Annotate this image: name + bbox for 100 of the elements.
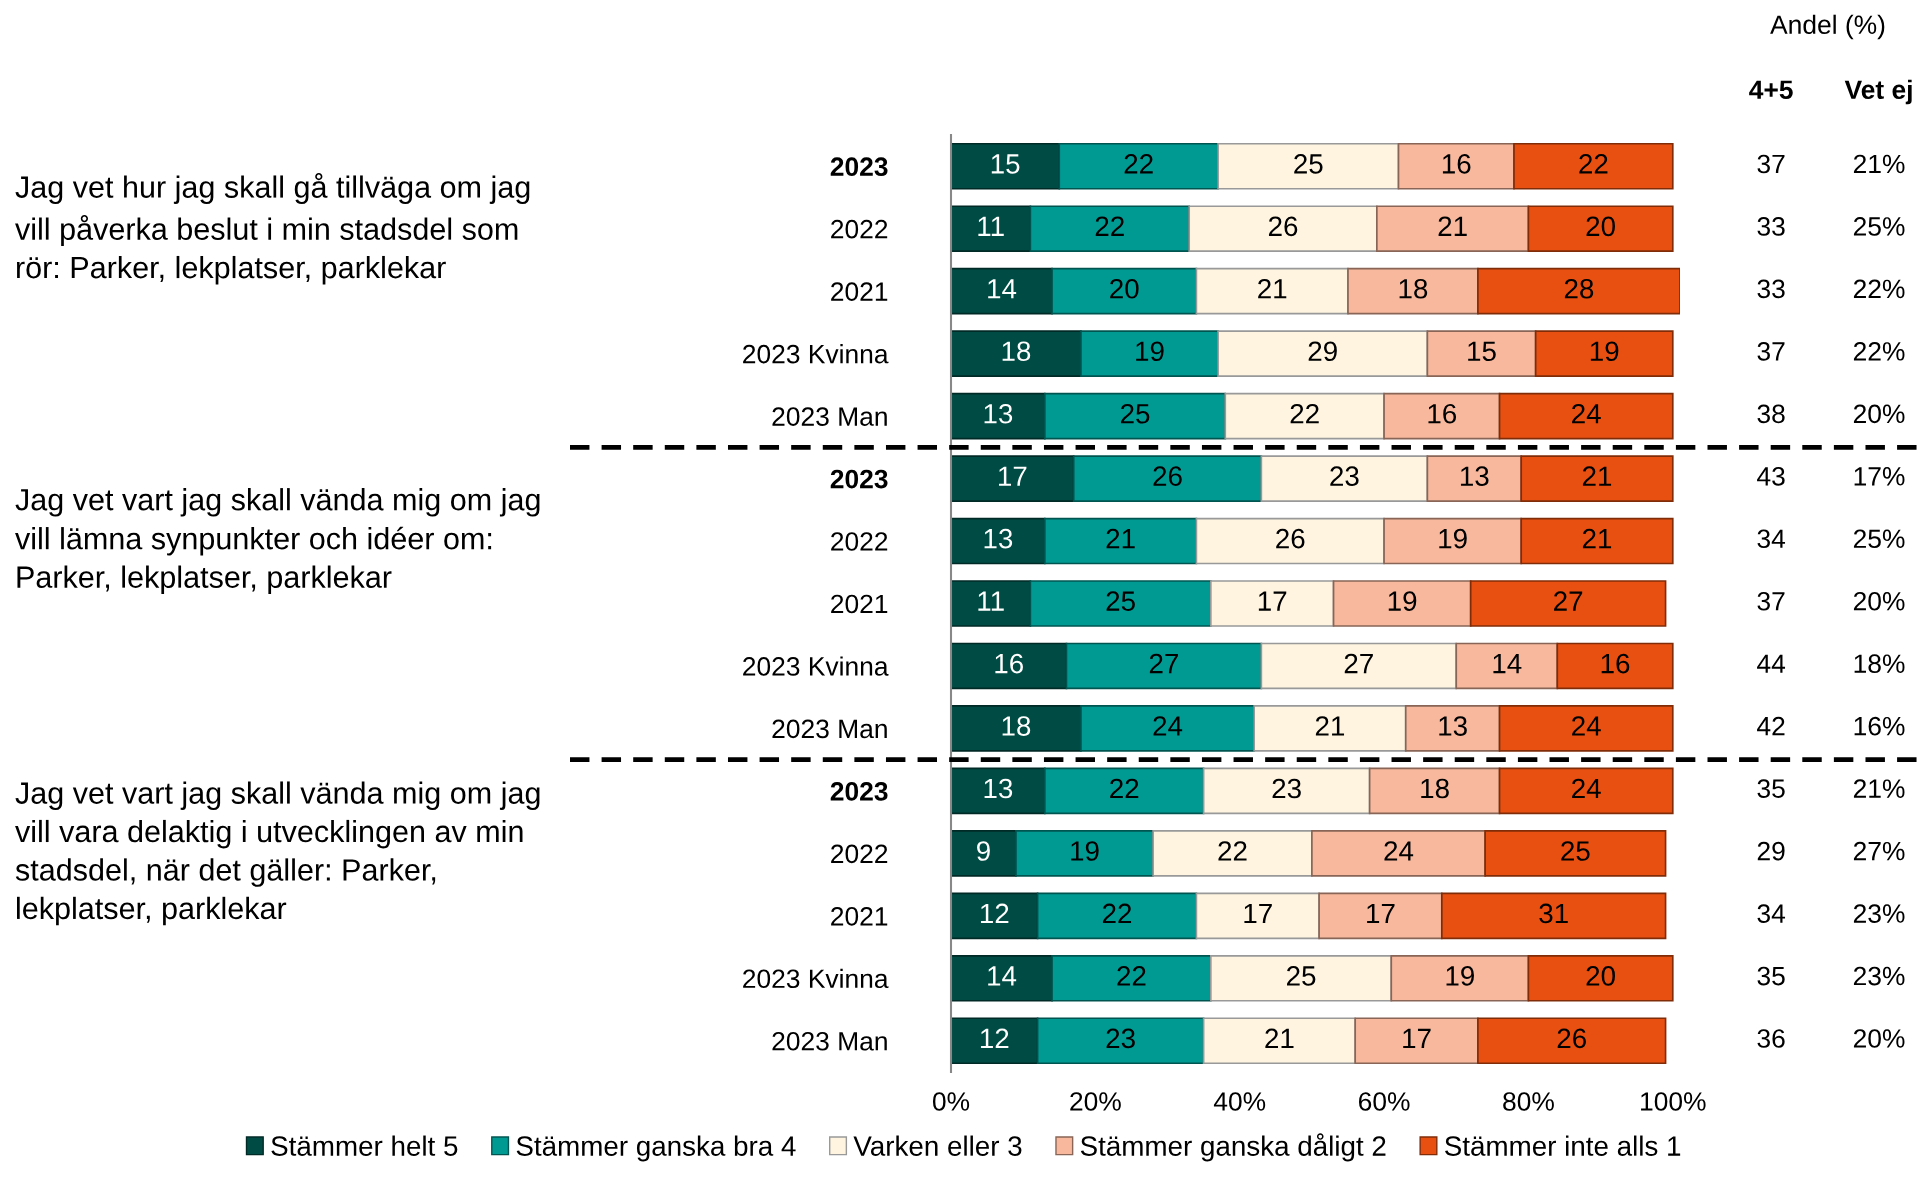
text: 23% (1853, 966, 1905, 986)
bar (1195, 892, 1320, 940)
x-tick-label: 0% (932, 1092, 970, 1111)
bar (1318, 892, 1443, 940)
bar (1260, 642, 1458, 690)
bar (1527, 205, 1674, 253)
y-tick-label: 2021 (831, 282, 888, 301)
data-label: 21 (1265, 1028, 1294, 1048)
text: 33 (1757, 279, 1785, 299)
bar (1188, 205, 1378, 253)
data-label: 21 (1315, 716, 1345, 736)
text: 20% (1853, 404, 1905, 424)
data-label: 20 (1586, 216, 1615, 237)
text: 38 (1757, 404, 1785, 424)
y-tick-label: 2023 Man (772, 719, 887, 739)
text: 43 (1757, 466, 1785, 486)
data-label: 19 (1071, 841, 1099, 861)
bar (1195, 517, 1385, 565)
data-label: 17 (1244, 903, 1272, 924)
bar (1202, 1017, 1357, 1065)
y-tick-label: 2023 Kvinna (743, 968, 889, 989)
data-label: 11 (978, 591, 1004, 611)
data-label: 19 (1439, 528, 1467, 549)
data-label: 23 (1106, 1028, 1135, 1049)
data-label: 26 (1557, 1028, 1586, 1049)
legend-label: Stämmer ganska dåligt 2 (1080, 1133, 1386, 1162)
bar (1556, 642, 1674, 690)
data-label: 26 (1276, 528, 1305, 549)
data-label: 25 (1106, 591, 1135, 611)
bar (1469, 580, 1667, 627)
bar (1195, 267, 1349, 315)
bar (1311, 830, 1486, 877)
data-label: 14 (988, 279, 1017, 299)
bar (1376, 205, 1530, 253)
text: 23% (1853, 904, 1905, 923)
data-label: 21 (1106, 528, 1135, 549)
data-label: 17 (1367, 903, 1395, 924)
data-label: 25 (1287, 966, 1316, 986)
text: 20% (1853, 1029, 1905, 1048)
text: Jag vet hur jag skall gå tillväga om jag vill påverka beslut i min stadsdel som rör: Parker, lekplatser, parklekar (15, 172, 530, 285)
data-label: 17 (999, 466, 1027, 486)
x-tick-label: 60% (1359, 1092, 1410, 1111)
data-label: 25 (1561, 841, 1590, 861)
bar (1224, 392, 1385, 440)
y-tick-label: 2023 Kvinna (743, 656, 889, 676)
bar (1152, 830, 1313, 877)
bar (1217, 330, 1429, 377)
data-label: 12 (980, 903, 1009, 924)
x-tick-label: 80% (1503, 1092, 1554, 1111)
text: Jag vet vart jag skall vända mig om jag vill vara delaktig i utvecklingen av min stadsdel, när det gäller: Parker, lekplatser, parklekar (15, 781, 540, 926)
bar (1368, 767, 1501, 815)
bar (1520, 517, 1674, 565)
y-tick-label: 2022 (831, 844, 888, 864)
text: 37 (1757, 342, 1785, 361)
text: Vet ej (1844, 79, 1912, 105)
data-label: 16 (1428, 403, 1457, 424)
data-label: 12 (980, 1028, 1009, 1048)
data-label: 24 (1572, 778, 1601, 799)
bar (1484, 830, 1667, 877)
text: 17% (1854, 467, 1905, 486)
text: 37 (1757, 154, 1785, 174)
text: 42 (1757, 716, 1785, 736)
bar (1477, 267, 1680, 315)
bar (1210, 954, 1393, 1002)
data-label: 26 (1153, 466, 1182, 487)
data-label: 23 (1272, 778, 1301, 799)
text: 34 (1757, 529, 1786, 549)
data-label: 16 (995, 653, 1023, 674)
bar (1332, 580, 1472, 627)
data-label: 22 (1117, 966, 1146, 986)
data-label: 22 (1579, 154, 1608, 174)
y-tick-label: 2023 (830, 157, 888, 177)
data-label: 18 (1399, 278, 1428, 299)
x-tick-label: 40% (1213, 1092, 1266, 1111)
data-label: 22 (1102, 903, 1132, 924)
data-label: 18 (1002, 716, 1031, 736)
data-label: 22 (1095, 216, 1124, 236)
text: 37 (1757, 591, 1785, 611)
data-label: 13 (984, 528, 1013, 549)
bar (1520, 455, 1674, 502)
data-label: 20 (1586, 966, 1615, 986)
bar (1404, 705, 1501, 752)
bar (1477, 1017, 1667, 1065)
data-label: 17 (1258, 591, 1287, 611)
data-label: 21 (1582, 466, 1612, 486)
data-label: 14 (1493, 654, 1522, 674)
data-label: 27 (1554, 591, 1583, 611)
bar (1217, 142, 1400, 190)
bar (1383, 392, 1501, 440)
y-tick-label: 2021 (831, 594, 888, 614)
bar (1397, 142, 1515, 190)
data-label: 19 (1388, 591, 1417, 611)
bar (1455, 642, 1559, 690)
data-label: 24 (1572, 403, 1601, 424)
bar (1527, 954, 1674, 1002)
data-label: 22 (1124, 154, 1153, 174)
data-label: 19 (1136, 341, 1164, 362)
y-tick-label: 2021 (831, 906, 888, 926)
data-label: 24 (1572, 716, 1601, 736)
text: 27% (1853, 841, 1905, 861)
